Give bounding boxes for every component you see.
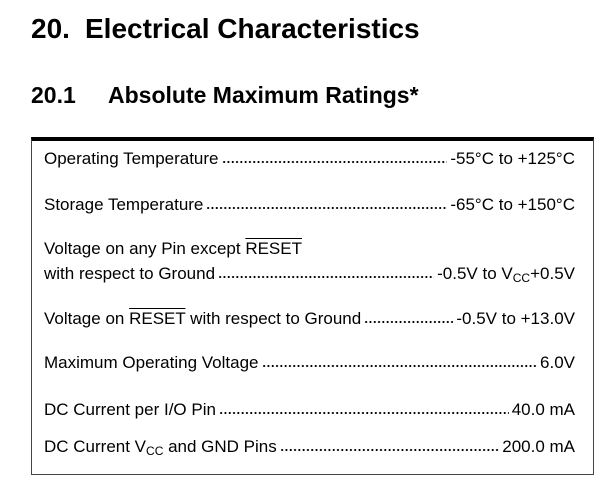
leader — [364, 320, 454, 324]
rating-row: Voltage on RESET with respect to Ground -… — [44, 309, 575, 329]
leader — [218, 275, 435, 279]
label-text: Voltage on — [44, 309, 130, 328]
rating-value: -55°C to +125°C — [450, 149, 575, 168]
rating-label: Storage Temperature — [44, 195, 204, 214]
rating-row: with respect to Ground -0.5V to VCC+0.5V — [44, 264, 575, 284]
rating-row: Storage Temperature -65°C to +150°C — [44, 195, 575, 215]
value-text: +0.5V — [530, 264, 575, 283]
leader — [279, 448, 500, 452]
signal-name: RESET — [245, 239, 302, 258]
section-heading: 20. Electrical Characteristics — [31, 13, 420, 45]
subscript: CC — [146, 444, 164, 458]
rating-label: DC Current VCC and GND Pins — [44, 437, 277, 457]
rating-value: 6.0V — [540, 353, 575, 372]
rating-label: Voltage on RESET with respect to Ground — [44, 309, 361, 329]
signal-name: RESET — [129, 309, 186, 328]
label-text: DC Current V — [44, 437, 147, 456]
section-title: Electrical Characteristics — [85, 13, 420, 44]
rating-label: Voltage on any Pin except RESET — [44, 239, 302, 259]
value-text: -0.5V to V — [437, 264, 513, 283]
rating-value: -0.5V to VCC+0.5V — [437, 264, 575, 284]
subsection-heading: 20.1 Absolute Maximum Ratings* — [31, 82, 419, 109]
label-text: Voltage on any Pin except — [44, 239, 246, 258]
leader — [221, 160, 448, 164]
rating-label: with respect to Ground — [44, 264, 216, 283]
rating-row: Operating Temperature -55°C to +125°C — [44, 149, 575, 169]
subscript: CC — [512, 271, 531, 285]
rating-value: -0.5V to +13.0V — [456, 309, 575, 328]
leader — [218, 411, 509, 415]
section-number: 20. — [31, 13, 70, 44]
rating-row: DC Current per I/O Pin 40.0 mA — [44, 400, 575, 420]
label-text: and GND Pins — [163, 437, 277, 456]
ratings-box — [31, 137, 594, 475]
rating-label: DC Current per I/O Pin — [44, 400, 216, 419]
subsection-title: Absolute Maximum Ratings* — [108, 82, 419, 108]
leader — [261, 364, 538, 368]
label-text: with respect to Ground — [185, 309, 362, 328]
leader — [206, 206, 448, 210]
rating-value: 40.0 mA — [511, 400, 575, 419]
rating-label: Maximum Operating Voltage — [44, 353, 259, 372]
rating-value: 200.0 mA — [502, 437, 575, 456]
rating-value: -65°C to +150°C — [450, 195, 575, 214]
rating-row: Maximum Operating Voltage 6.0V — [44, 353, 575, 373]
rating-label: Operating Temperature — [44, 149, 219, 168]
subsection-number: 20.1 — [31, 82, 76, 108]
rating-row: DC Current VCC and GND Pins 200.0 mA — [44, 437, 575, 457]
